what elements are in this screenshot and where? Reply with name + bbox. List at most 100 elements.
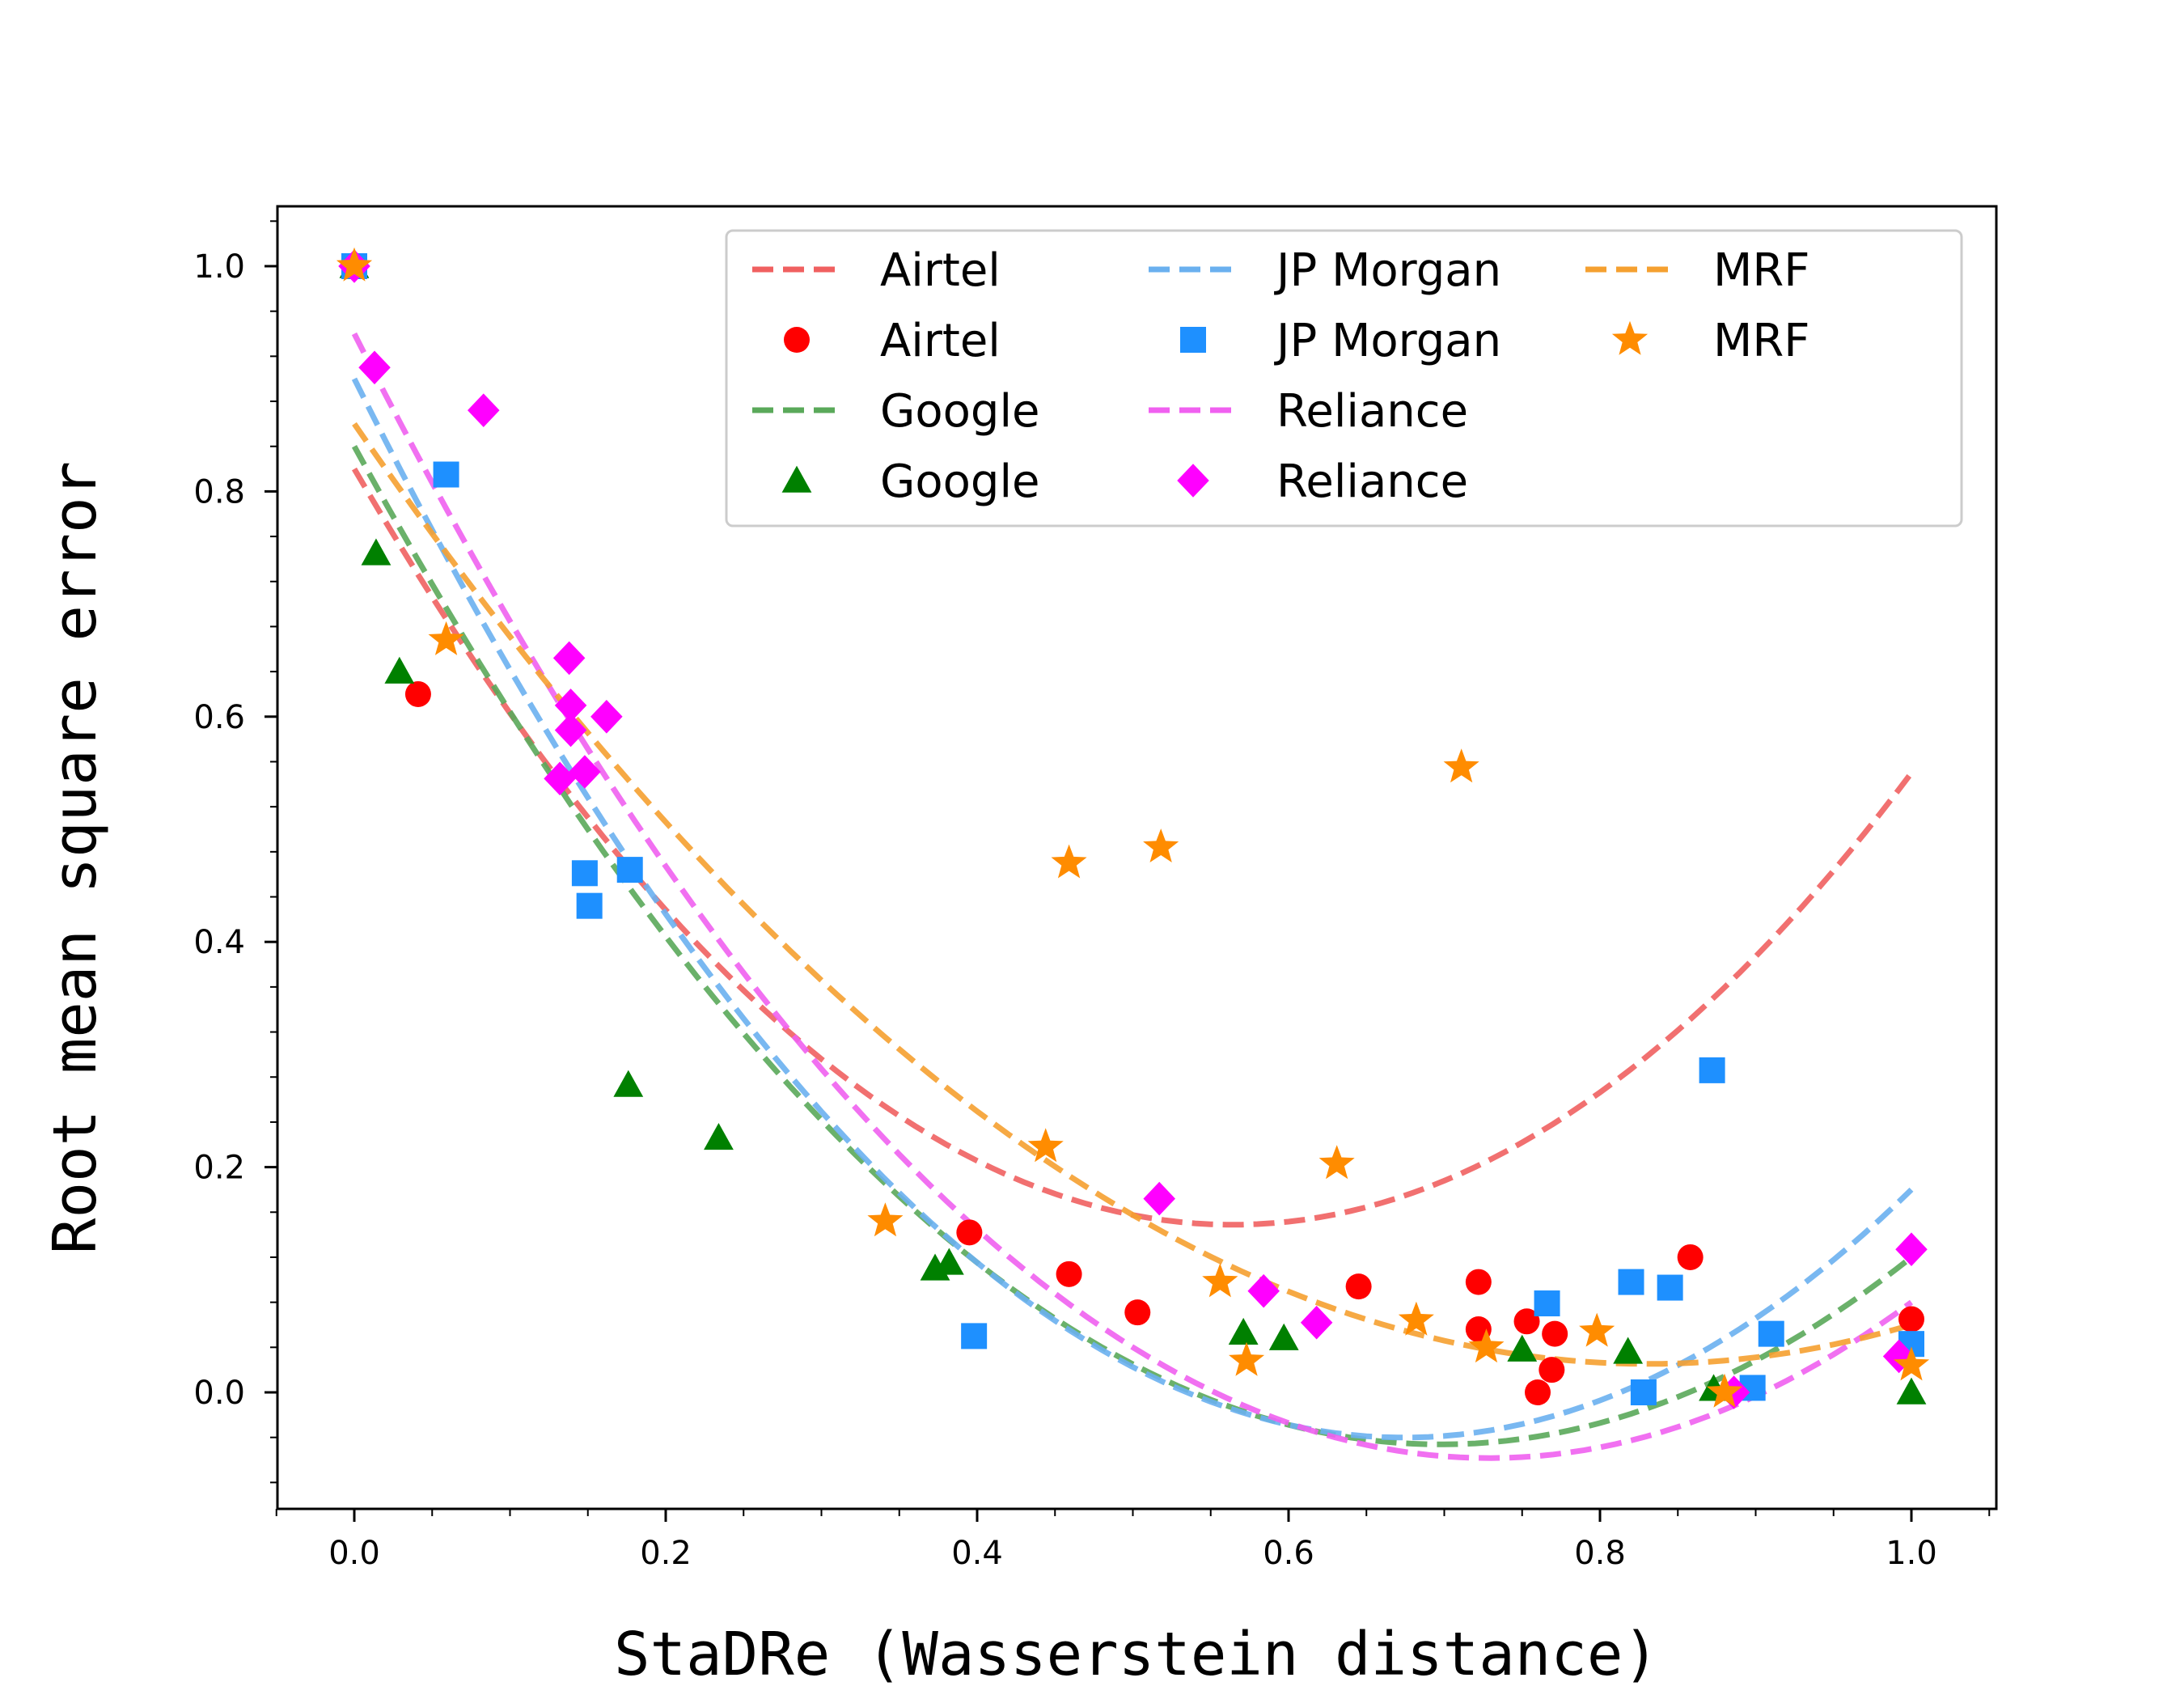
point-google [1613,1337,1644,1364]
legend-label-google: Google [880,455,1039,508]
y-tick-label: 0.4 [193,924,245,961]
point-mrf [1202,1263,1238,1298]
point-jp-morgan [1618,1269,1644,1295]
legend-label-airtel: Airtel [880,244,1001,297]
data-points [336,247,1930,1409]
x-tick-label: 0.4 [951,1535,1003,1572]
point-reliance [1143,1181,1175,1216]
point-reliance [468,393,500,427]
point-google [384,656,415,684]
point-jp-morgan [1657,1274,1683,1301]
point-google [1896,1377,1927,1405]
point-mrf [1468,1328,1505,1363]
x-axis-title: StaDRe (Wasserstein distance) [614,1620,1659,1689]
point-mrf [428,621,464,655]
point-jp-morgan [1534,1290,1560,1317]
x-tick-label: 1.0 [1886,1535,1937,1572]
point-reliance [554,713,587,748]
y-tick-label: 0.8 [193,473,245,511]
point-airtel [1898,1306,1924,1333]
legend-marker-jp-morgan [1180,327,1206,353]
point-airtel [1525,1379,1551,1405]
fit-curve-jp-morgan [351,377,1914,1441]
point-airtel [1124,1299,1151,1326]
point-google [361,538,392,566]
x-tick-label: 0.0 [328,1535,380,1572]
point-airtel [956,1219,983,1246]
point-mrf [1318,1145,1355,1180]
point-airtel [404,680,431,707]
legend-label-mrf: MRF [1713,244,1809,297]
point-mrf [1143,828,1179,862]
legend-box [725,229,1963,527]
point-reliance [1300,1305,1333,1340]
legend-label-jp-morgan: JP Morgan [1274,244,1501,297]
point-mrf [1229,1341,1265,1376]
point-airtel [1465,1269,1492,1295]
x-tick-label: 0.6 [1263,1535,1314,1572]
y-tick-label: 0.2 [193,1150,245,1187]
point-reliance [552,641,586,676]
point-airtel [1677,1244,1704,1270]
point-jp-morgan [433,461,459,488]
fit-curve-mrf [352,422,1912,1367]
point-airtel [1345,1273,1372,1300]
point-jp-morgan [616,857,643,883]
legend-marker-mrf [1611,320,1649,355]
point-jp-morgan [961,1323,988,1349]
legend-label-reliance: Reliance [1276,385,1468,438]
point-reliance [590,700,623,734]
fit-curves [351,332,1914,1461]
point-jp-morgan [571,860,598,887]
point-mrf [1051,844,1087,879]
point-mrf [1027,1128,1064,1163]
y-axis-title: Root mean square error [40,461,110,1254]
y-tick-label: 0.0 [193,1375,245,1412]
plot-frame [276,205,1998,1510]
point-reliance [544,761,576,796]
legend-label-reliance: Reliance [1276,455,1468,508]
point-jp-morgan [576,892,603,919]
legend-marker-airtel [784,327,810,353]
point-google [1507,1334,1538,1362]
point-airtel [1513,1308,1540,1335]
point-jp-morgan [1630,1379,1657,1405]
x-tick-label: 0.2 [640,1535,692,1572]
point-mrf [1443,748,1479,783]
fit-curve-reliance [351,332,1914,1461]
point-reliance [569,755,601,789]
point-google [1268,1323,1299,1350]
x-tick-label: 0.8 [1574,1535,1626,1572]
point-mrf [1398,1301,1434,1336]
axis-ticks: 0.0 0.2 0.4 0.6 0.8 1.0 0.0 0.2 0.4 0.6 0.8 1.0 [193,220,1991,1572]
y-tick-label: 0.6 [193,699,245,736]
y-tick-label: 1.0 [193,248,245,286]
point-google [933,1248,964,1275]
point-mrf [867,1202,904,1237]
legend-marker-google [781,465,812,493]
point-reliance [358,350,391,385]
point-reliance [554,688,587,722]
point-mrf [1579,1312,1615,1347]
legend-label-mrf: MRF [1713,315,1809,367]
legend-marker-reliance [1177,464,1209,498]
point-airtel [1539,1357,1565,1383]
legend-label-jp-morgan: JP Morgan [1274,315,1501,367]
legend-label-google: Google [880,385,1039,438]
point-mrf [1706,1373,1743,1408]
point-reliance [1895,1232,1928,1267]
point-jp-morgan [1699,1057,1725,1083]
point-mrf [1893,1346,1930,1381]
point-jp-morgan [1758,1320,1784,1347]
fit-curve-airtel [351,467,1914,1228]
point-airtel [1542,1320,1568,1347]
point-reliance [1247,1273,1280,1308]
point-mrf [336,247,373,282]
point-google [613,1070,644,1097]
point-google [704,1123,734,1150]
point-google [1228,1317,1259,1345]
legend: Airtel Airtel Google Google JP Morgan JP Morg… [725,229,1963,527]
point-airtel [1056,1260,1082,1287]
legend-label-airtel: Airtel [880,315,1001,367]
